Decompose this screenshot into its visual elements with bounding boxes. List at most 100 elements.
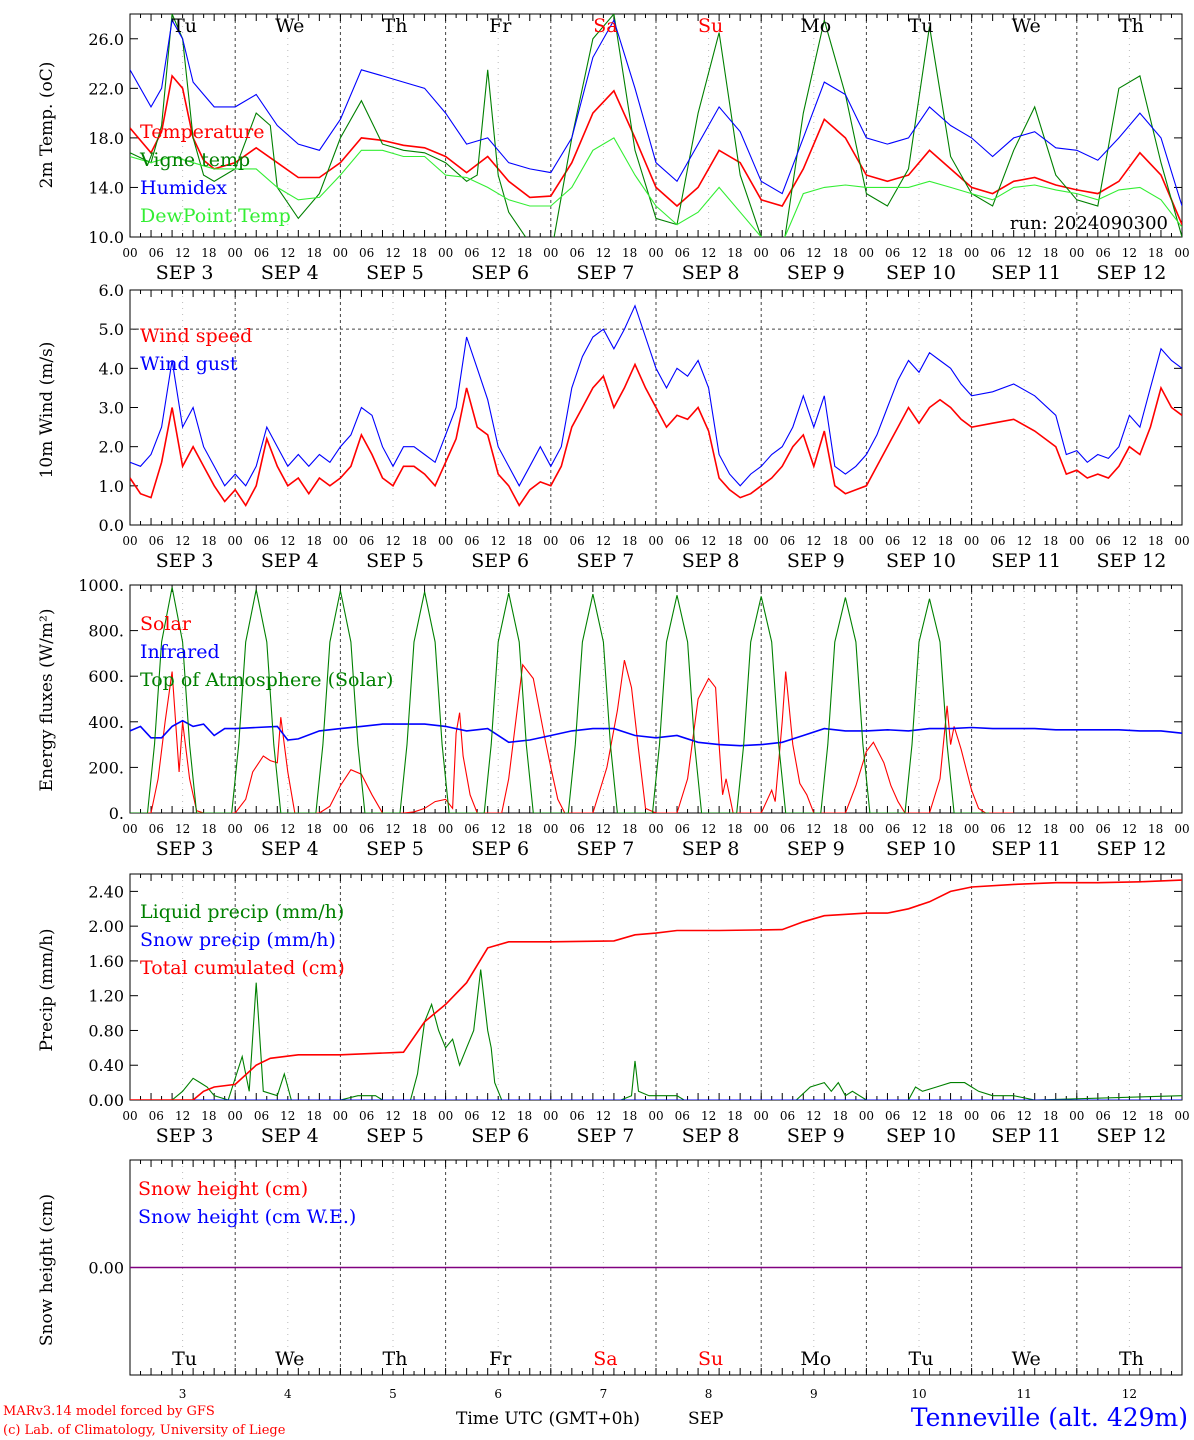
hour-tick-label: 12	[911, 534, 926, 548]
hour-tick-label: 18	[412, 534, 427, 548]
y-tick-label: 1000.	[78, 576, 124, 595]
hour-tick-label: 18	[832, 1109, 847, 1123]
hour-tick-label: 00	[754, 246, 769, 260]
y-tick-label: 5.0	[99, 320, 124, 339]
hour-tick-label: 00	[122, 822, 137, 836]
legend-entry: Wind gust	[140, 353, 238, 375]
date-label: SEP 8	[682, 262, 740, 284]
hour-tick-label: 00	[333, 822, 348, 836]
weekday-label: We	[275, 15, 304, 37]
hour-tick-label: 00	[859, 822, 874, 836]
hour-tick-label: 18	[412, 822, 427, 836]
hour-tick-label: 06	[1095, 822, 1110, 836]
date-label: SEP 11	[991, 550, 1061, 572]
hour-tick-label: 00	[122, 534, 137, 548]
date-label: SEP 12	[1096, 262, 1166, 284]
hour-tick-label: 00	[859, 1109, 874, 1123]
weekday-label: Mo	[800, 1348, 831, 1370]
hour-tick-label: 00	[648, 1109, 663, 1123]
hour-tick-label: 00	[1174, 1109, 1189, 1123]
date-label: SEP 12	[1096, 550, 1166, 572]
date-label: SEP 5	[366, 262, 424, 284]
hour-tick-label: 12	[491, 822, 506, 836]
hour-tick-label: 18	[306, 246, 321, 260]
hour-tick-label: 12	[1017, 822, 1032, 836]
hour-tick-label: 00	[228, 534, 243, 548]
hour-tick-label: 18	[306, 822, 321, 836]
weekday-label: Mo	[800, 15, 831, 37]
date-label: SEP 3	[156, 550, 214, 572]
hour-tick-label: 00	[648, 822, 663, 836]
hour-tick-label: 18	[622, 534, 637, 548]
date-label: SEP 9	[787, 262, 845, 284]
hour-tick-label: 12	[1017, 1109, 1032, 1123]
hour-tick-label: 18	[832, 534, 847, 548]
footer: MARv3.14 model forced by GFS (c) Lab. of…	[3, 1403, 1188, 1438]
hour-tick-label: 00	[543, 246, 558, 260]
hour-tick-label: 06	[885, 246, 900, 260]
legend-entry: Snow precip (mm/h)	[140, 929, 336, 951]
weekday-label: Th	[1119, 1348, 1144, 1370]
date-label: SEP 4	[261, 550, 319, 572]
y-tick-label: 3.0	[99, 399, 124, 418]
hour-tick-label: 12	[1122, 1109, 1137, 1123]
hour-tick-label: 00	[228, 1109, 243, 1123]
run-label: run: 2024090300	[1010, 213, 1168, 234]
hour-tick-label: 06	[464, 246, 479, 260]
hour-tick-label: 06	[990, 534, 1005, 548]
legend-entry: Humidex	[140, 177, 227, 199]
hour-tick-label: 12	[385, 534, 400, 548]
legend-entry: Solar	[140, 613, 192, 635]
day-number-label: 11	[1017, 1387, 1032, 1401]
hour-tick-label: 18	[622, 246, 637, 260]
date-label: SEP 7	[576, 1125, 634, 1147]
hour-tick-label: 00	[333, 534, 348, 548]
weekday-label: Th	[1119, 15, 1144, 37]
hour-tick-label: 06	[569, 1109, 584, 1123]
hour-tick-label: 00	[754, 822, 769, 836]
hour-tick-label: 00	[964, 534, 979, 548]
hour-tick-label: 06	[1095, 246, 1110, 260]
hour-tick-label: 00	[754, 1109, 769, 1123]
date-label: SEP 6	[471, 550, 529, 572]
panels: 10.0 14.0 18.0 22.0 26.0 2m Temp. (oC) Tempera…	[37, 13, 1190, 1401]
weekday-label: Sa	[593, 1348, 617, 1370]
hour-tick-label: 00	[438, 246, 453, 260]
hour-tick-label: 12	[1017, 534, 1032, 548]
hour-tick-label: 06	[149, 1109, 164, 1123]
legend-entry: Liquid precip (mm/h)	[140, 901, 344, 923]
hour-tick-label: 12	[385, 822, 400, 836]
y-tick-label: 10.0	[88, 228, 124, 247]
date-label: SEP 7	[576, 262, 634, 284]
hour-tick-label: 00	[333, 1109, 348, 1123]
hour-tick-label: 06	[569, 534, 584, 548]
hour-tick-label: 00	[1174, 246, 1189, 260]
hour-tick-label: 12	[1122, 822, 1137, 836]
date-label: SEP 4	[261, 838, 319, 860]
date-label: SEP 6	[471, 838, 529, 860]
panel-1: 10.0 14.0 18.0 22.0 26.0 2m Temp. (oC) Tempera…	[37, 13, 1190, 284]
hour-tick-label: 18	[938, 822, 953, 836]
y-tick-label: 18.0	[88, 129, 124, 148]
hour-tick-label: 00	[964, 1109, 979, 1123]
date-label: SEP 10	[886, 838, 956, 860]
x-axis-label: Time UTC (GMT+0h)	[456, 1409, 640, 1429]
date-label: SEP 10	[886, 550, 956, 572]
hour-tick-label: 06	[675, 1109, 690, 1123]
hour-tick-label: 18	[938, 246, 953, 260]
hour-tick-label: 00	[1069, 246, 1084, 260]
hour-tick-label: 18	[1043, 822, 1058, 836]
weekday-label: Fr	[489, 1348, 512, 1370]
weekday-label: Tu	[909, 1348, 934, 1370]
series-group	[130, 14, 1182, 237]
hour-tick-label: 00	[438, 1109, 453, 1123]
date-label: SEP 9	[787, 838, 845, 860]
hour-tick-label: 12	[1122, 246, 1137, 260]
hour-tick-label: 18	[517, 822, 532, 836]
series-line-top-of-atmosphere-solar	[130, 587, 990, 813]
hour-tick-label: 12	[175, 534, 190, 548]
hour-tick-label: 12	[175, 822, 190, 836]
hour-tick-label: 00	[543, 822, 558, 836]
hour-tick-label: 06	[780, 246, 795, 260]
panel-2: 0.0 1.0 2.0 3.0 4.0 5.0 6.0 10m Wind (m/s) Wind …	[37, 281, 1190, 572]
